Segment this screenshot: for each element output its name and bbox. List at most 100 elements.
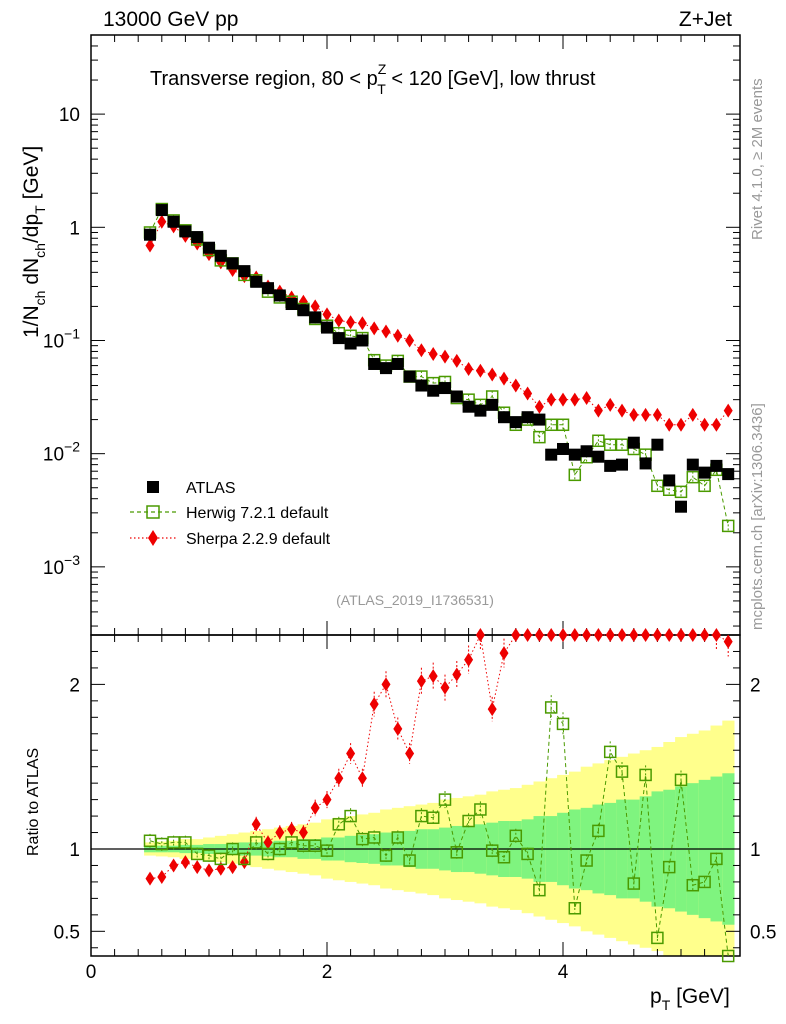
sherpa-point (570, 392, 580, 407)
title-prefix: Transverse region, 80 < p (150, 68, 378, 90)
main-y-tick-label: 10−1 (43, 325, 80, 352)
herwig-point (592, 824, 605, 838)
sherpa-point (723, 403, 733, 418)
atlas-point (380, 362, 392, 375)
legend-sherpa-label: Sherpa 2.2.9 default (186, 531, 331, 548)
herwig-point (320, 844, 334, 857)
sherpa-point (393, 721, 403, 736)
herwig-point (308, 839, 322, 852)
main-data-marks (143, 202, 735, 533)
atlas-point (179, 225, 192, 238)
herwig-point (143, 834, 157, 848)
atlas-point (710, 459, 723, 472)
herwig-point (710, 852, 723, 866)
herwig-point (202, 849, 216, 862)
ratio-y-tick-label: 0.5 (54, 922, 80, 943)
main-y-label: 1/Nch dNch/dpT [GeV] (20, 146, 48, 338)
sherpa-point (711, 417, 721, 432)
legend-sherpa-marker (148, 530, 158, 546)
sherpa-point (169, 858, 179, 873)
sherpa-point (405, 746, 415, 761)
sherpa-point (440, 680, 450, 695)
sherpa-point (346, 746, 356, 761)
herwig-point (686, 878, 700, 892)
herwig-point (367, 831, 381, 844)
sherpa-point (499, 646, 509, 661)
sherpa-point (204, 863, 214, 878)
herwig-point (238, 852, 251, 866)
sherpa-point (251, 817, 261, 832)
x-tick-label: 4 (558, 962, 569, 983)
atlas-point (144, 228, 156, 241)
sherpa-point (534, 628, 544, 642)
sherpa-point (192, 860, 202, 875)
sherpa-point (145, 238, 155, 253)
herwig-point (297, 839, 310, 852)
atlas-point (592, 450, 605, 463)
atlas-point (686, 458, 699, 471)
herwig-point (179, 836, 192, 849)
ratio-uncertainty-bands (144, 720, 735, 956)
sherpa-point (641, 628, 651, 642)
sherpa-point (452, 667, 462, 682)
atlas-point (651, 438, 664, 451)
herwig-point (603, 745, 617, 759)
sherpa-point (664, 628, 674, 642)
sherpa-point (263, 835, 273, 850)
x-tick-label: 0 (86, 962, 97, 983)
atlas-point (498, 411, 510, 424)
sherpa-point (688, 628, 698, 642)
sherpa-point (605, 628, 615, 642)
atlas-point (391, 357, 404, 370)
sherpa-point (711, 628, 721, 642)
sherpa-point (369, 697, 379, 712)
sherpa-point (464, 652, 474, 667)
herwig-point (474, 803, 487, 816)
herwig-point (698, 479, 711, 493)
sherpa-point (511, 378, 521, 393)
sherpa-point (440, 349, 450, 364)
atlas-point (368, 357, 381, 370)
atlas-point (604, 459, 617, 472)
herwig-point (391, 831, 405, 844)
atlas-point (403, 370, 416, 383)
herwig-point (167, 836, 180, 849)
atlas-point (557, 442, 569, 455)
sherpa-point (428, 346, 438, 361)
sherpa-point (664, 417, 674, 432)
atlas-point (321, 321, 333, 334)
herwig-point (273, 842, 287, 856)
sherpa-point (534, 399, 544, 414)
atlas-point (226, 257, 239, 270)
ratio-y-tick-label: 2 (69, 675, 80, 696)
main-y-tick-label: 10−3 (43, 552, 80, 579)
legend-herwig-marker (146, 505, 160, 519)
herwig-point (674, 773, 688, 787)
atlas-point (568, 448, 581, 461)
herwig-point (403, 854, 416, 867)
sherpa-point (464, 361, 474, 376)
atlas-point (262, 282, 274, 295)
atlas-point (533, 413, 546, 426)
ratio-y-tick-label-right: 1 (750, 840, 761, 861)
atlas-point (474, 404, 487, 417)
sherpa-point (157, 214, 167, 229)
title-suffix: < 120 [GeV], low thrust (386, 68, 596, 90)
sherpa-point (688, 407, 698, 422)
herwig-point (686, 470, 700, 484)
herwig-point (521, 847, 534, 861)
sherpa-point (334, 313, 344, 328)
sherpa-point (475, 628, 485, 642)
herwig-point (698, 875, 711, 889)
sherpa-point (558, 628, 568, 642)
atlas-point (675, 500, 687, 513)
sherpa-point (416, 674, 426, 689)
atlas-point (722, 468, 735, 481)
sherpa-point (499, 371, 509, 386)
sherpa-point (180, 855, 190, 870)
atlas-point (509, 416, 522, 429)
sherpa-point (641, 407, 651, 422)
sherpa-point (511, 628, 521, 642)
herwig-point (379, 849, 393, 862)
